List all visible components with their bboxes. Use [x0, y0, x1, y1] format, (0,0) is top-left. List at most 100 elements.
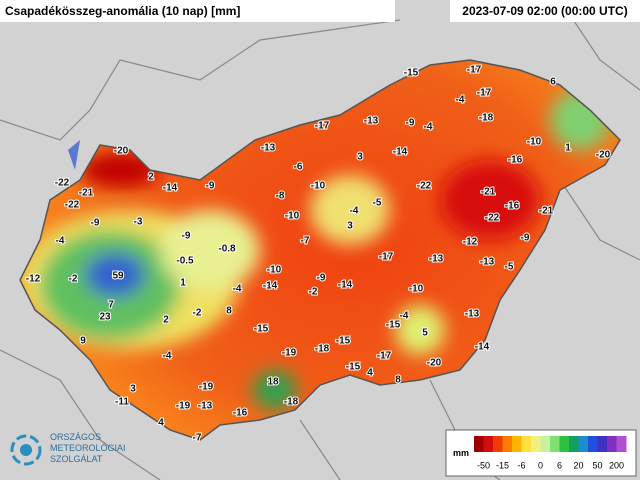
station-value: 23 [99, 312, 111, 323]
station-value: -4 [163, 351, 172, 362]
station-value: 1 [180, 278, 186, 289]
legend-swatch [474, 436, 484, 452]
station-value: 3 [357, 152, 363, 163]
station-value: -20 [427, 358, 442, 369]
station-value: -10 [409, 284, 424, 295]
station-value: 9 [80, 336, 86, 347]
station-value: 4 [158, 418, 164, 429]
legend-tick-label: 50 [592, 460, 602, 470]
station-value: -13 [198, 401, 213, 412]
legend-tick-label: 6 [557, 460, 562, 470]
station-value: -4 [350, 206, 359, 217]
station-value: -12 [463, 237, 478, 248]
station-value: -4 [400, 311, 409, 322]
title-box [0, 0, 395, 22]
station-value: -6 [294, 162, 303, 173]
station-value: -13 [480, 257, 495, 268]
legend-swatch [493, 436, 503, 452]
logo-line: SZOLGÁLAT [50, 454, 103, 464]
station-value: -22 [417, 181, 432, 192]
legend-swatch [531, 436, 541, 452]
station-value: 6 [550, 77, 556, 88]
station-value: -16 [508, 155, 523, 166]
station-value: -14 [163, 183, 178, 194]
legend-tick-label: 200 [609, 460, 624, 470]
legend-swatch [521, 436, 532, 452]
logo-line: ORSZÁGOS [50, 432, 101, 442]
station-value: 59 [112, 271, 124, 282]
station-value: -16 [505, 201, 520, 212]
station-value: 2 [163, 315, 169, 326]
legend-tick-label: 20 [573, 460, 583, 470]
legend-swatch [540, 436, 551, 452]
station-value: -20 [596, 150, 611, 161]
station-value: 5 [422, 328, 428, 339]
station-value: -10 [267, 265, 282, 276]
station-value: -4 [56, 236, 65, 247]
station-value: -17 [467, 65, 482, 76]
station-value: -18 [315, 344, 330, 355]
station-value: -18 [284, 397, 299, 408]
legend-tick-label: -15 [496, 460, 509, 470]
station-value: -13 [261, 143, 276, 154]
station-value: -11 [115, 397, 129, 408]
station-value: -21 [79, 188, 94, 199]
station-value: -4 [424, 122, 433, 133]
station-value: -0.8 [218, 244, 236, 255]
station-value: -5 [505, 262, 514, 273]
station-value: -17 [315, 121, 330, 132]
station-value: -19 [176, 401, 191, 412]
legend-swatch [483, 436, 494, 452]
station-value: -15 [254, 324, 269, 335]
station-value: -13 [465, 309, 480, 320]
station-value: -2 [193, 308, 202, 319]
station-value: -10 [285, 211, 300, 222]
station-value: -9 [521, 233, 530, 244]
station-value: -20 [114, 146, 129, 157]
legend-swatch [559, 436, 570, 452]
logo-line: METEOROLÓGIAI [50, 443, 126, 453]
station-value: -12 [26, 274, 41, 285]
station-value: -9 [182, 231, 191, 242]
station-value: -8 [276, 191, 285, 202]
station-value: 8 [395, 375, 401, 386]
station-value: -21 [481, 187, 496, 198]
station-value: -0.5 [176, 256, 194, 267]
station-value: -14 [263, 281, 278, 292]
legend-swatch [550, 436, 560, 452]
station-value: -19 [282, 348, 297, 359]
station-value: -17 [477, 88, 492, 99]
station-value: -7 [193, 433, 202, 444]
station-value: 2 [148, 172, 154, 183]
station-value: 7 [108, 300, 114, 311]
station-value: -22 [485, 213, 500, 224]
station-value: -9 [91, 218, 100, 229]
station-value: -14 [475, 342, 490, 353]
station-value: -10 [527, 137, 542, 148]
lake [68, 140, 80, 170]
station-value: -13 [429, 254, 444, 265]
station-value: -9 [206, 181, 215, 192]
legend-swatch [607, 436, 617, 452]
station-value: -19 [199, 382, 214, 393]
station-value: -4 [233, 284, 242, 295]
legend-unit: mm [453, 448, 469, 458]
legend-swatch [588, 436, 598, 452]
timestamp-box [450, 0, 640, 22]
legend: -50 -15 -6 0 6 20 50 200 [474, 436, 627, 470]
station-value: -14 [338, 280, 353, 291]
legend-swatch [502, 436, 513, 452]
station-value: 8 [226, 306, 232, 317]
station-value: -13 [364, 116, 379, 127]
station-value: -15 [336, 336, 351, 347]
station-value: 4 [367, 368, 373, 379]
station-value: -21 [539, 206, 554, 217]
station-value: -14 [393, 147, 408, 158]
station-value: -15 [346, 362, 361, 373]
legend-swatch [578, 436, 589, 452]
timestamp: 2023-07-09 02:00 (00:00 UTC) [462, 4, 627, 18]
legend-tick-label: -50 [477, 460, 490, 470]
station-value: -22 [65, 200, 80, 211]
